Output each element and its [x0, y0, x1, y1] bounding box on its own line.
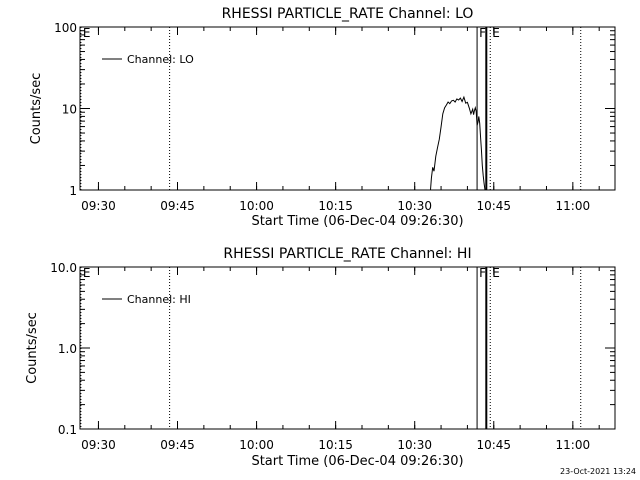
series-line [430, 95, 486, 191]
x-axis-label: Start Time (06-Dec-04 09:26:30) [251, 454, 463, 469]
x-tick-label: 10:15 [318, 199, 353, 213]
y-tick-label: 1 [69, 184, 77, 198]
y-axis-label: Counts/sec [29, 73, 44, 145]
x-tick-label: 10:30 [397, 438, 432, 452]
y-tick-label: 10.0 [50, 261, 77, 275]
y-axis-label: Counts/sec [25, 312, 40, 384]
x-tick-label: 10:45 [476, 438, 511, 452]
chart-panel-2: RHESSI PARTICLE_RATE Channel: HI 09:30 09:… [25, 246, 616, 469]
x-tick-label: 11:00 [556, 199, 591, 213]
x-tick-label: 10:15 [318, 438, 353, 452]
y-tick-label: 100 [54, 21, 77, 35]
y-tick-label: 1.0 [58, 342, 77, 356]
event-marker-label: E [492, 26, 500, 40]
x-tick-label: 09:30 [81, 438, 116, 452]
event-marker-label: E [83, 26, 91, 40]
x-tick-label: 10:30 [397, 199, 432, 213]
x-axis-label: Start Time (06-Dec-04 09:26:30) [251, 214, 463, 229]
footer-timestamp: 23-Oct-2021 13:24 [560, 467, 636, 476]
x-tick-label: 09:45 [160, 438, 195, 452]
x-tick-label: 10:00 [239, 438, 274, 452]
y-tick-label: 0.1 [58, 423, 77, 437]
x-tick-label: 10:00 [239, 199, 274, 213]
x-tick-label: 09:45 [160, 199, 195, 213]
event-marker-label: E [83, 266, 91, 280]
x-tick-label: 09:30 [81, 199, 116, 213]
legend-entry: Channel: LO [127, 53, 194, 66]
event-marker-label: F [479, 26, 486, 40]
plot-frame [79, 266, 616, 430]
y-tick-label: 10 [62, 103, 77, 117]
event-marker-label: E [492, 266, 500, 280]
chart-panel-1: RHESSI PARTICLE_RATE Channel: LO 09:30 09:… [29, 6, 616, 229]
event-marker-label: F [479, 266, 486, 280]
legend-entry: Channel: HI [127, 293, 191, 306]
x-tick-label: 11:00 [556, 438, 591, 452]
x-tick-label: 10:45 [476, 199, 511, 213]
chart-title: RHESSI PARTICLE_RATE Channel: HI [223, 246, 471, 262]
chart-title: RHESSI PARTICLE_RATE Channel: LO [222, 6, 474, 22]
plot-frame [79, 26, 616, 191]
